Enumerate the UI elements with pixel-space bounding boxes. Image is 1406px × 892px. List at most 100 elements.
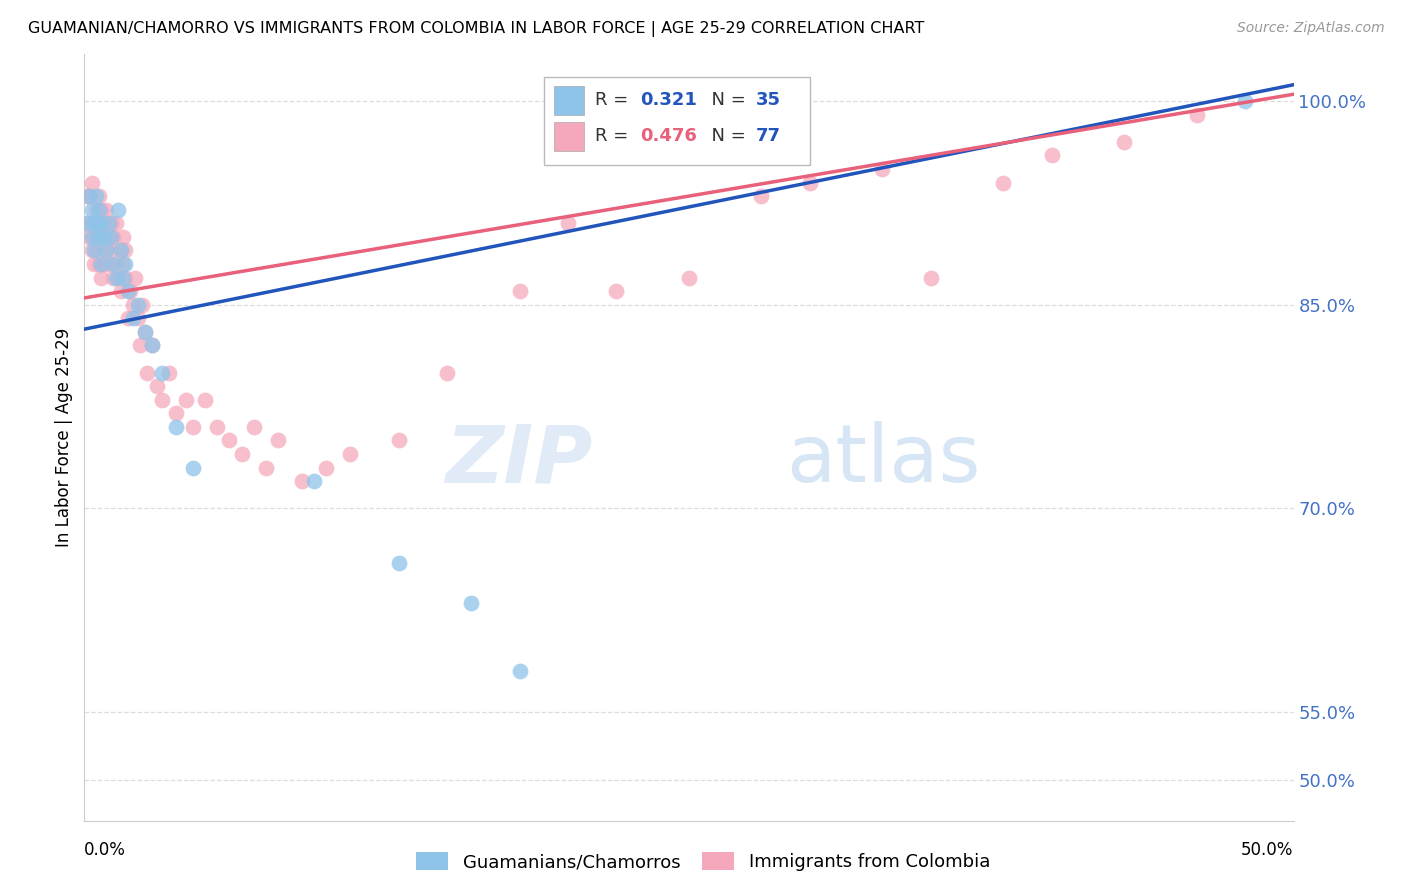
- Point: [207, 420, 229, 434]
- FancyBboxPatch shape: [554, 122, 583, 151]
- Text: 0.321: 0.321: [641, 91, 697, 110]
- Point: [557, 216, 579, 230]
- Point: [86, 202, 108, 217]
- Point: [254, 460, 277, 475]
- Point: [86, 229, 108, 244]
- Point: [181, 420, 204, 434]
- Point: [80, 229, 103, 244]
- Point: [291, 474, 314, 488]
- Point: [1234, 94, 1257, 108]
- Point: [80, 216, 103, 230]
- Point: [124, 270, 146, 285]
- Point: [174, 392, 197, 407]
- Point: [799, 176, 821, 190]
- Point: [134, 325, 156, 339]
- Point: [100, 244, 122, 258]
- Point: [87, 189, 110, 203]
- Point: [104, 270, 127, 285]
- Point: [93, 216, 115, 230]
- Point: [93, 229, 115, 244]
- Point: [141, 338, 163, 352]
- Point: [110, 244, 132, 258]
- Point: [127, 311, 149, 326]
- Point: [87, 202, 110, 217]
- Point: [87, 257, 110, 271]
- Point: [157, 366, 180, 380]
- Point: [117, 284, 139, 298]
- Point: [605, 284, 627, 298]
- Point: [110, 244, 132, 258]
- Point: [114, 270, 136, 285]
- Point: [90, 216, 112, 230]
- Point: [194, 392, 217, 407]
- Point: [97, 229, 120, 244]
- Point: [76, 189, 98, 203]
- Point: [315, 460, 337, 475]
- Point: [76, 216, 98, 230]
- Point: [678, 270, 700, 285]
- Point: [165, 406, 187, 420]
- Point: [77, 229, 100, 244]
- Point: [388, 434, 411, 448]
- Point: [90, 270, 112, 285]
- Text: GUAMANIAN/CHAMORRO VS IMMIGRANTS FROM COLOMBIA IN LABOR FORCE | AGE 25-29 CORREL: GUAMANIAN/CHAMORRO VS IMMIGRANTS FROM CO…: [28, 21, 925, 37]
- Text: Source: ZipAtlas.com: Source: ZipAtlas.com: [1237, 21, 1385, 35]
- Point: [114, 244, 136, 258]
- Point: [920, 270, 942, 285]
- Y-axis label: In Labor Force | Age 25-29: In Labor Force | Age 25-29: [55, 327, 73, 547]
- Point: [100, 216, 122, 230]
- Point: [302, 474, 325, 488]
- Text: 50.0%: 50.0%: [1241, 841, 1294, 859]
- Point: [94, 244, 117, 258]
- Text: R =: R =: [595, 128, 634, 145]
- Point: [181, 460, 204, 475]
- Point: [90, 202, 112, 217]
- Point: [267, 434, 290, 448]
- Point: [83, 216, 105, 230]
- Text: 0.476: 0.476: [641, 128, 697, 145]
- Point: [103, 270, 125, 285]
- Point: [97, 257, 120, 271]
- Point: [94, 202, 117, 217]
- Point: [87, 229, 110, 244]
- Point: [436, 366, 458, 380]
- Point: [107, 270, 129, 285]
- Point: [83, 216, 105, 230]
- Point: [77, 189, 100, 203]
- Point: [97, 216, 120, 230]
- Point: [872, 161, 894, 176]
- Point: [117, 311, 139, 326]
- Point: [104, 257, 127, 271]
- Point: [127, 298, 149, 312]
- Point: [121, 311, 143, 326]
- Point: [751, 189, 773, 203]
- Point: [77, 189, 100, 203]
- FancyBboxPatch shape: [544, 77, 810, 165]
- Point: [93, 257, 115, 271]
- Point: [94, 244, 117, 258]
- Legend: Guamanians/Chamorros, Immigrants from Colombia: Guamanians/Chamorros, Immigrants from Co…: [409, 845, 997, 879]
- Point: [86, 216, 108, 230]
- Point: [112, 229, 135, 244]
- Point: [388, 556, 411, 570]
- Point: [121, 298, 143, 312]
- Point: [80, 244, 103, 258]
- Point: [1040, 148, 1063, 162]
- Point: [103, 257, 125, 271]
- Point: [90, 229, 112, 244]
- Text: N =: N =: [700, 91, 751, 110]
- Text: 35: 35: [755, 91, 780, 110]
- Point: [104, 216, 127, 230]
- Text: 0.0%: 0.0%: [84, 841, 127, 859]
- FancyBboxPatch shape: [554, 86, 583, 115]
- Point: [134, 325, 156, 339]
- Text: 77: 77: [755, 128, 780, 145]
- Point: [86, 189, 108, 203]
- Point: [103, 229, 125, 244]
- Point: [83, 244, 105, 258]
- Point: [112, 270, 135, 285]
- Point: [80, 176, 103, 190]
- Text: N =: N =: [700, 128, 751, 145]
- Point: [509, 665, 531, 679]
- Point: [114, 257, 136, 271]
